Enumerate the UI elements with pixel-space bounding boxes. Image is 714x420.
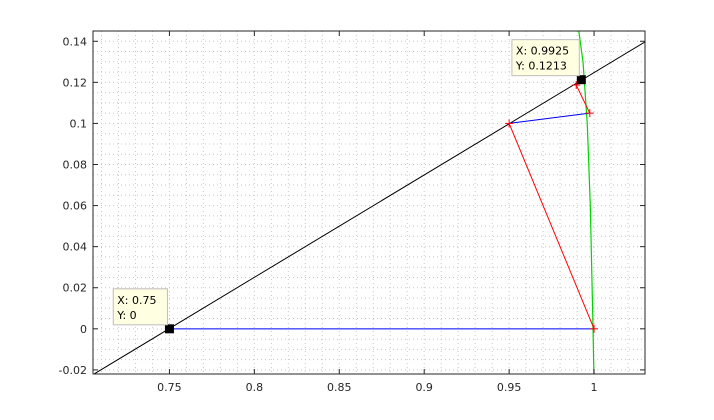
plot-content	[93, 31, 645, 374]
datatip-box[interactable]	[511, 39, 580, 77]
x-tick-label: 0.95	[497, 381, 522, 394]
x-tick-label: 0.8	[246, 381, 264, 394]
plus-marker	[572, 81, 581, 90]
y-tick-label: 0.1	[70, 117, 88, 130]
datatip[interactable]: X: 0.9925 Y: 0.1213	[511, 39, 580, 77]
y-tick-label: 0.02	[63, 282, 88, 295]
axes-box	[92, 30, 646, 375]
x-tick-label: 0.85	[327, 381, 352, 394]
series-segment	[508, 123, 595, 330]
series-curve	[578, 31, 595, 374]
datatip-anchor-marker[interactable]	[576, 75, 586, 85]
plus-marker	[585, 109, 594, 118]
series-segment	[509, 112, 590, 124]
x-tick-label: 0.75	[157, 381, 182, 394]
y-tick-label: 0.04	[63, 241, 88, 254]
datatip-box[interactable]	[112, 288, 168, 326]
datatips[interactable]: X: 0.75 Y: 0 X: 0.9925 Y: 0.1213	[112, 39, 580, 326]
plus-marker	[505, 119, 514, 128]
datatip-text: X: 0.9925	[516, 45, 569, 58]
y-tick-label: -0.02	[59, 364, 87, 377]
datatip-anchor-marker[interactable]	[164, 324, 174, 334]
datatip-text: Y: 0.1213	[515, 60, 567, 73]
series-segment	[575, 84, 591, 114]
x-tick-label: 0.9	[415, 381, 433, 394]
y-tick-label: 0.06	[63, 200, 88, 213]
ticks: 0.75 0.8 0.85 0.9 0.95 1 -0.02 0 0.02 0.04 0.06 0.0…	[59, 31, 645, 394]
y-tick-label: 0.12	[63, 76, 88, 89]
y-tick-label: 0.08	[63, 159, 88, 172]
series-line	[93, 41, 645, 374]
x-tick-label: 1	[591, 381, 598, 394]
y-tick-label: 0	[80, 323, 87, 336]
datatip-text: Y: 0	[116, 309, 136, 322]
y-tick-label: 0.14	[63, 35, 88, 48]
plot-area	[93, 31, 645, 374]
datatip-text: X: 0.75	[117, 294, 156, 307]
datatip[interactable]: X: 0.75 Y: 0	[112, 288, 168, 326]
plus-marker	[590, 324, 599, 333]
